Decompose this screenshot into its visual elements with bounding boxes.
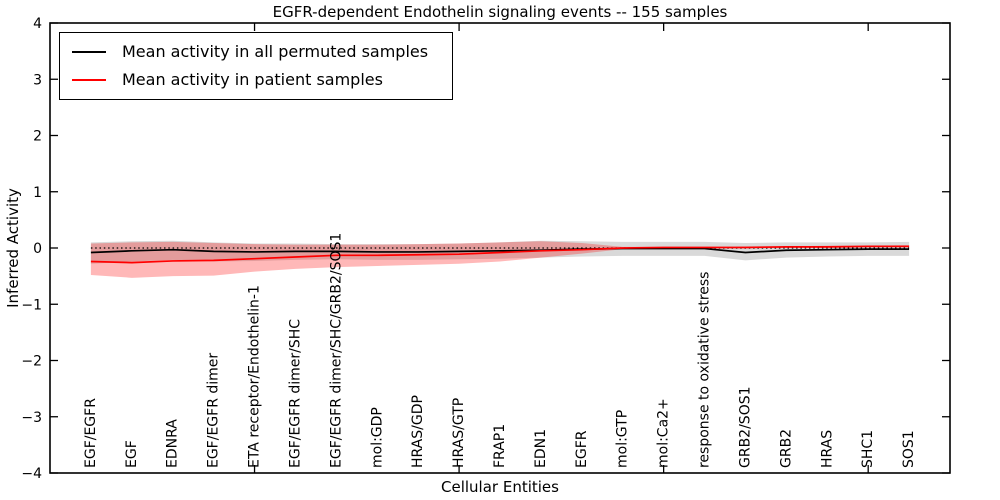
x-tick-label: EDNRA: [165, 419, 181, 468]
x-tick-label: HRAS: [819, 430, 835, 468]
x-tick-label: EGF/EGFR dimer: [206, 353, 222, 468]
x-tick-label: SOS1: [901, 430, 917, 468]
x-tick-label: EGF: [124, 440, 140, 468]
x-tick-label: GRB2: [778, 429, 794, 468]
x-tick-label: mol:Ca2+: [656, 398, 672, 468]
patient-mean-line: [90, 245, 910, 264]
legend-entry-permuted: Mean activity in all permuted samples: [72, 42, 442, 61]
x-tick-label: GRB2/SOS1: [737, 386, 753, 468]
x-tick-label: HRAS/GDP: [410, 395, 426, 468]
y-tick-label: 4: [33, 16, 42, 32]
permuted-mean-line: [90, 247, 910, 254]
x-tick-label: EGF/EGFR dimer/SHC: [287, 319, 303, 468]
x-tick-label: mol:GTP: [615, 410, 631, 468]
x-tick-label: FRAP1: [492, 424, 508, 468]
patient-confidence-band: [90, 241, 910, 278]
y-axis-label: Inferred Activity: [4, 188, 22, 308]
legend-label-patient: Mean activity in patient samples: [122, 70, 383, 89]
y-tick-label: −3: [21, 410, 42, 426]
x-tick-label: SHC1: [860, 430, 876, 468]
x-tick-label: EGF/EGFR: [83, 398, 99, 468]
y-tick-label: 2: [33, 129, 42, 145]
x-tick-label: HRAS/GTP: [451, 398, 467, 468]
x-tick-label: mol:GDP: [369, 407, 385, 468]
legend-label-permuted: Mean activity in all permuted samples: [122, 42, 429, 61]
y-tick-label: 1: [33, 185, 42, 201]
x-tick-label: EGFR: [574, 430, 590, 468]
x-tick-label: EGF/EGFR dimer/SHC/GRB2/SOS1: [328, 233, 344, 468]
y-tick-label: −2: [21, 354, 42, 370]
y-tick-label: 3: [33, 72, 42, 88]
x-tick-label: response to oxidative stress: [697, 272, 713, 468]
chart-title: EGFR-dependent Endothelin signaling even…: [272, 3, 728, 21]
x-tick-label: ETA receptor/Endothelin-1: [247, 285, 263, 468]
y-tick-label: −4: [21, 466, 42, 482]
axes-frame: [49, 22, 951, 474]
patient-line-swatch: [72, 78, 106, 81]
x-tick-label: EDN1: [533, 429, 549, 468]
y-tick-label: −1: [21, 297, 42, 313]
legend: Mean activity in all permuted samples Me…: [59, 32, 453, 100]
y-tick-label: 0: [33, 241, 42, 257]
legend-entry-patient: Mean activity in patient samples: [72, 70, 442, 89]
permuted-line-swatch: [72, 50, 106, 53]
x-axis-label: Cellular Entities: [441, 478, 559, 496]
